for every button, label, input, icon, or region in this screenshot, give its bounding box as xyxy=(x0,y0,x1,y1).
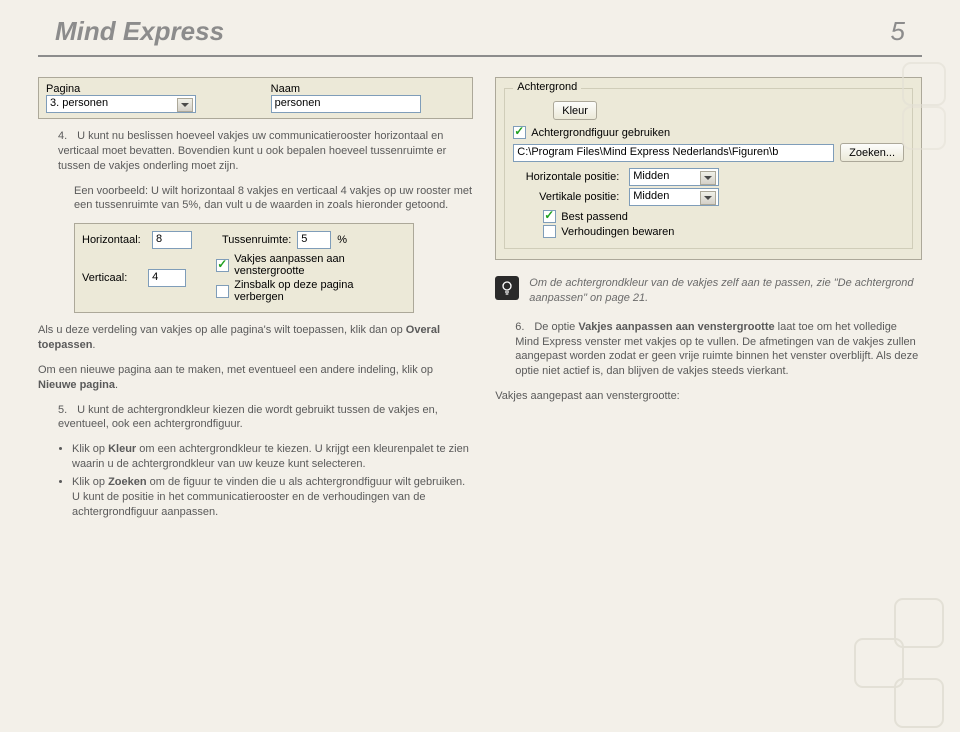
fieldset-legend: Achtergrond xyxy=(513,81,581,93)
overal-para: Als u deze verdeling van vakjes op alle … xyxy=(38,323,473,353)
panel-dimensions: Horizontaal: 8 Tussenruimte: 5 % Vertica… xyxy=(74,223,414,313)
checkbox-icon xyxy=(543,210,556,223)
label-pct: % xyxy=(337,234,347,246)
check-best-passend[interactable]: Best passend xyxy=(543,210,904,223)
tip-box: Om de achtergrondkleur van de vakjes zel… xyxy=(495,276,922,306)
step6-num: 6. xyxy=(515,320,531,335)
label-hpos: Horizontale positie: xyxy=(513,171,623,183)
checkbox-icon xyxy=(543,225,556,238)
step4-text: U kunt nu beslissen hoeveel vakjes uw co… xyxy=(58,130,446,172)
decoration-square xyxy=(902,106,946,150)
input-tussenruimte[interactable]: 5 xyxy=(297,231,331,249)
label-horizontaal: Horizontaal: xyxy=(82,234,146,246)
b2b: Zoeken xyxy=(108,476,147,488)
select-vpos[interactable]: Midden xyxy=(629,188,719,206)
decoration-square xyxy=(902,62,946,106)
bullet-list: Klik op Kleur om een achtergrondkleur te… xyxy=(38,442,473,519)
select-hpos[interactable]: Midden xyxy=(629,168,719,186)
input-naam[interactable]: personen xyxy=(271,95,421,113)
check-verhoudingen[interactable]: Verhoudingen bewaren xyxy=(543,225,904,238)
panel-achtergrond: Achtergrond Kleur Achtergrondfiguur gebr… xyxy=(495,77,922,260)
label-naam: Naam xyxy=(271,83,466,95)
step4-num: 4. xyxy=(58,129,74,144)
input-horiz-val: 8 xyxy=(156,233,162,245)
lightbulb-icon xyxy=(495,276,519,300)
input-verticaal[interactable]: 4 xyxy=(148,269,186,287)
example-text: Een voorbeeld: U wilt horizontaal 8 vakj… xyxy=(38,184,473,214)
bullet-1: Klik op Kleur om een achtergrondkleur te… xyxy=(72,442,473,472)
page-number: 5 xyxy=(891,16,905,47)
nieuwe-text1: Om een nieuwe pagina aan te maken, met e… xyxy=(38,364,433,376)
input-tussen-val: 5 xyxy=(301,233,307,245)
select-hpos-value: Midden xyxy=(633,170,669,182)
select-pagina-value: 3. personen xyxy=(50,97,108,109)
check-zinsbalk[interactable]: Zinsbalk op deze pagina verbergen xyxy=(216,279,406,303)
panel-pagina-naam: Pagina 3. personen Naam personen xyxy=(38,77,473,119)
check-venstergrootte[interactable]: Vakjes aanpassen aan venstergrootte xyxy=(216,253,406,277)
input-path[interactable]: C:\Program Files\Mind Express Nederlands… xyxy=(513,144,834,162)
check-zinsbalk-label: Zinsbalk op deze pagina verbergen xyxy=(234,279,406,303)
step5-num: 5. xyxy=(58,403,74,418)
checkbox-icon xyxy=(216,285,229,298)
check-achtergrondfiguur[interactable]: Achtergrondfiguur gebruiken xyxy=(513,126,904,139)
b1b: Kleur xyxy=(108,443,136,455)
bullet-2: Klik op Zoeken om de figuur te vinden di… xyxy=(72,475,473,520)
label-tussenruimte: Tussenruimte: xyxy=(222,234,291,246)
check-best-label: Best passend xyxy=(561,211,628,223)
tip-text: Om de achtergrondkleur van de vakjes zel… xyxy=(529,276,922,306)
check-verh-label: Verhoudingen bewaren xyxy=(561,226,674,238)
nieuwe-para: Om een nieuwe pagina aan te maken, met e… xyxy=(38,363,473,393)
input-naam-value: personen xyxy=(275,97,321,109)
kleur-button[interactable]: Kleur xyxy=(553,101,597,120)
check-achtergrond-label: Achtergrondfiguur gebruiken xyxy=(531,127,670,139)
checkbox-icon xyxy=(216,259,229,272)
step5: 5. U kunt de achtergrondkleur kiezen die… xyxy=(38,403,473,433)
step5-text: U kunt de achtergrondkleur kiezen die wo… xyxy=(58,404,438,431)
b1a: Klik op xyxy=(72,443,108,455)
nieuwe-bold: Nieuwe pagina xyxy=(38,379,115,391)
select-vpos-value: Midden xyxy=(633,190,669,202)
input-vert-val: 4 xyxy=(152,271,158,283)
overal-text1: Als u deze verdeling van vakjes op alle … xyxy=(38,324,406,336)
input-path-value: C:\Program Files\Mind Express Nederlands… xyxy=(517,146,778,158)
step4: 4. U kunt nu beslissen hoeveel vakjes uw… xyxy=(38,129,473,174)
step6: 6. De optie Vakjes aanpassen aan venster… xyxy=(495,320,922,379)
select-pagina[interactable]: 3. personen xyxy=(46,95,196,113)
label-vpos: Vertikale positie: xyxy=(513,191,623,203)
checkbox-icon xyxy=(513,126,526,139)
decoration-square xyxy=(894,678,944,728)
zoeken-button[interactable]: Zoeken... xyxy=(840,143,904,162)
check-venster-label: Vakjes aanpassen aan venstergrootte xyxy=(234,253,406,277)
page-title: Mind Express xyxy=(55,16,224,46)
input-horizontaal[interactable]: 8 xyxy=(152,231,192,249)
label-pagina: Pagina xyxy=(46,83,241,95)
s6b: Vakjes aanpassen aan venstergrootte xyxy=(578,321,774,333)
b2a: Klik op xyxy=(72,476,108,488)
s6a: De optie xyxy=(534,321,578,333)
vakjes-line: Vakjes aangepast aan venstergrootte: xyxy=(495,389,922,404)
label-verticaal: Verticaal: xyxy=(82,272,142,284)
